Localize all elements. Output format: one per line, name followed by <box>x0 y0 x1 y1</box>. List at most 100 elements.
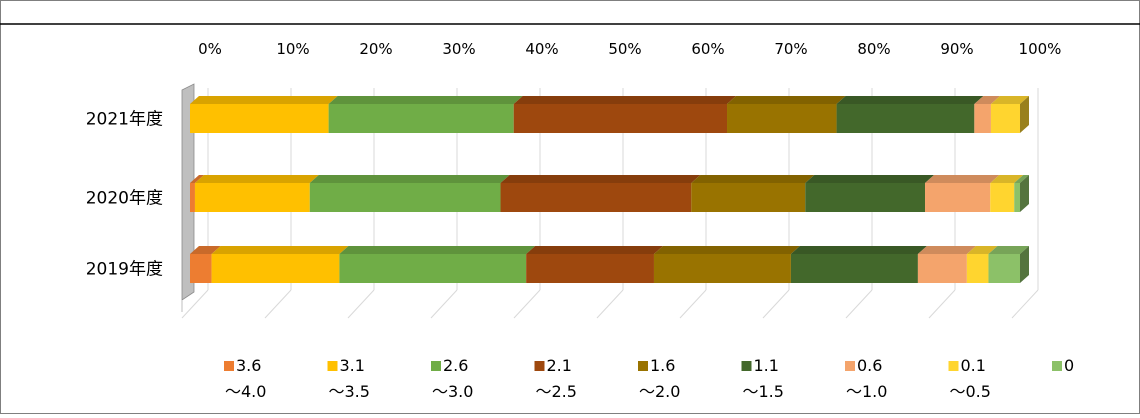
bar-top-face <box>790 246 927 254</box>
legend-label: 0.6 <box>857 356 882 375</box>
legend-item: 3.6 ～4.0 <box>224 356 266 401</box>
bar-top-face <box>1014 175 1029 183</box>
bar-top-face <box>990 175 1024 183</box>
x-tick-label: 0% <box>198 40 222 58</box>
category-label: 2020年度 <box>86 189 163 209</box>
bar-segment <box>500 175 701 212</box>
legend-swatch <box>845 361 855 371</box>
bar-front-face <box>653 254 791 283</box>
legend-label-range: ～1.0 <box>846 382 887 401</box>
x-tick-label: 40% <box>525 40 558 58</box>
legend: 3.6 ～4.0 3.1 ～3.5 2.6 ～3.0 2.1 ～2.5 1.6 ～2.0 1.1 ～1… <box>224 356 1074 401</box>
x-tick-label: 50% <box>608 40 641 58</box>
bar-segment <box>190 246 221 283</box>
x-tick-label: 90% <box>940 40 973 58</box>
bar-front-face <box>500 183 692 212</box>
bar-segment <box>328 96 523 133</box>
bar-segment <box>966 246 998 283</box>
gridline-floor <box>347 289 375 319</box>
bar-top-face <box>691 175 815 183</box>
gridline-floor <box>513 289 541 319</box>
legend-swatch <box>534 361 545 371</box>
bar-row <box>190 175 1029 212</box>
category-label: 2019年度 <box>86 260 163 280</box>
bar-front-face <box>1014 183 1020 212</box>
bar-top-face <box>309 175 510 183</box>
x-tick-label: 20% <box>359 40 392 58</box>
gridline-floor <box>679 289 707 319</box>
legend-item: 3.1 ～3.5 <box>327 356 370 401</box>
x-tick-label: 70% <box>774 40 807 58</box>
legend-item: 1.6 ～2.0 <box>638 356 680 401</box>
bar-top-face <box>190 96 338 104</box>
legend-swatch <box>431 361 441 371</box>
legend-label: 1.6 <box>650 356 675 375</box>
bar-segment <box>339 246 536 283</box>
bar-front-face <box>990 183 1015 212</box>
bar-front-face <box>966 254 989 283</box>
bar-segment <box>790 246 927 283</box>
bar-top-face <box>190 175 204 183</box>
legend-item: 2.6 ～3.0 <box>431 356 473 401</box>
legend-label-range: ～2.0 <box>639 382 680 401</box>
legend-label: 3.6 <box>236 356 261 375</box>
x-tick-labels: 0% 10% 20% 30% 40% 50% 60% 70% 80% 90% 100% <box>198 40 1061 58</box>
bar-row <box>190 246 1029 283</box>
bar-top-face <box>974 96 1000 104</box>
legend-label: 3.1 <box>340 356 365 375</box>
bar-segment <box>917 246 976 283</box>
legend-swatch <box>948 361 959 371</box>
bar-segment <box>988 246 1029 283</box>
legend-label: 1.1 <box>754 356 779 375</box>
bar-top-face <box>328 96 523 104</box>
bar-top-face <box>653 246 800 254</box>
x-tick-label: 100% <box>1019 40 1062 58</box>
bar-top-face <box>805 175 935 183</box>
chart-wall <box>181 83 195 312</box>
x-tick-label: 10% <box>276 40 309 58</box>
bar-front-face <box>917 254 967 283</box>
legend-swatch <box>638 361 648 371</box>
bar-top-face <box>925 175 1000 183</box>
bar-front-face <box>190 183 195 212</box>
legend-item: 2.1 ～2.5 <box>534 356 577 401</box>
bar-segment <box>211 246 349 283</box>
bar-front-face <box>513 104 728 133</box>
bar-segment <box>990 175 1024 212</box>
bar-segment <box>925 175 1000 212</box>
bar-end-face <box>1020 246 1029 283</box>
bar-top-face <box>988 246 1029 254</box>
legend-label-range: ～3.5 <box>329 382 370 401</box>
x-tick-label: 60% <box>691 40 724 58</box>
legend-label-range: ～4.0 <box>225 382 266 401</box>
legend-item: 0.1 ～0.5 <box>948 356 991 401</box>
gridline-floor <box>430 289 458 319</box>
bar-segment <box>190 96 338 133</box>
legend-swatch <box>327 361 338 371</box>
bar-top-face <box>194 175 319 183</box>
gridline-floor <box>928 289 956 319</box>
gridline-floor <box>1011 289 1039 319</box>
bar-top-face <box>917 246 976 254</box>
bar-front-face <box>990 104 1020 133</box>
legend-label: 2.1 <box>547 356 572 375</box>
bar-front-face <box>309 183 501 212</box>
bar-top-face <box>526 246 663 254</box>
gridline-floor <box>264 289 292 319</box>
x-tick-label: 80% <box>857 40 890 58</box>
x-tick-label: 30% <box>442 40 475 58</box>
bar-segment <box>190 175 204 212</box>
bar-top-face <box>727 96 846 104</box>
bar-segment <box>691 175 815 212</box>
gridline-floor <box>181 289 209 319</box>
legend-label: 2.6 <box>443 356 468 375</box>
legend-item: 0 <box>1052 356 1074 375</box>
bar-front-face <box>805 183 926 212</box>
legend-label: 0.1 <box>961 356 986 375</box>
bar-segment <box>653 246 800 283</box>
bar-front-face <box>194 183 310 212</box>
legend-label-range: ～0.5 <box>950 382 991 401</box>
bar-front-face <box>190 254 212 283</box>
category-labels: 2021年度 2020年度 2019年度 <box>86 110 163 280</box>
